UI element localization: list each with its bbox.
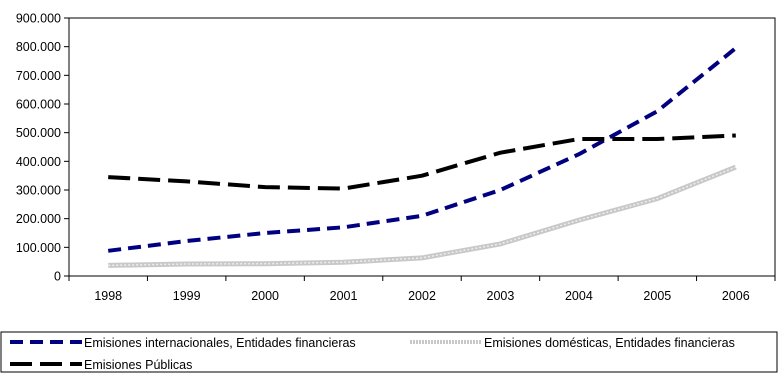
series-line-international — [107, 46, 738, 253]
x-axis: 1998 1999 2000 2001 2002 2003 2004 2005 2006 — [68, 276, 776, 303]
x-tick-label: 2005 — [643, 289, 671, 303]
x-tick-label: 2001 — [330, 289, 358, 303]
series-line-public — [108, 133, 736, 191]
legend-label-public: Emisiones Públicas — [84, 358, 192, 372]
plot-area — [68, 17, 776, 277]
x-tick-label: 1998 — [94, 289, 122, 303]
y-tick-label: 0 — [54, 270, 61, 284]
x-tick-label: 2003 — [487, 289, 515, 303]
legend-box — [0, 331, 778, 373]
legend-label-domestic: Emisiones domésticas, Entidades financie… — [484, 336, 735, 350]
legend: Emisiones internacionales, Entidades fin… — [0, 331, 778, 373]
x-tick-label: 2004 — [565, 289, 593, 303]
x-tick-label: 2000 — [251, 289, 279, 303]
x-tick-label: 2002 — [408, 289, 436, 303]
plot-border — [68, 17, 776, 277]
y-tick-label: 600.000 — [16, 98, 61, 112]
y-tick-label: 400.000 — [16, 155, 61, 169]
y-tick-label: 500.000 — [16, 126, 61, 140]
y-tick-label: 900.000 — [16, 12, 61, 26]
y-tick-label: 100.000 — [16, 241, 61, 255]
y-tick-label: 700.000 — [16, 69, 61, 83]
y-tick-label: 800.000 — [16, 40, 61, 54]
y-tick-label: 300.000 — [16, 184, 61, 198]
series-line-domestic-texture — [108, 166, 737, 267]
y-axis: 0 100.000 200.000 300.000 400.000 500.000 600.… — [16, 12, 69, 284]
legend-label-international: Emisiones internacionales, Entidades fin… — [84, 336, 356, 350]
y-tick-label: 200.000 — [16, 212, 61, 226]
x-tick-label: 1999 — [173, 289, 201, 303]
x-tick-label: 2006 — [722, 289, 750, 303]
series-layer — [107, 46, 738, 268]
